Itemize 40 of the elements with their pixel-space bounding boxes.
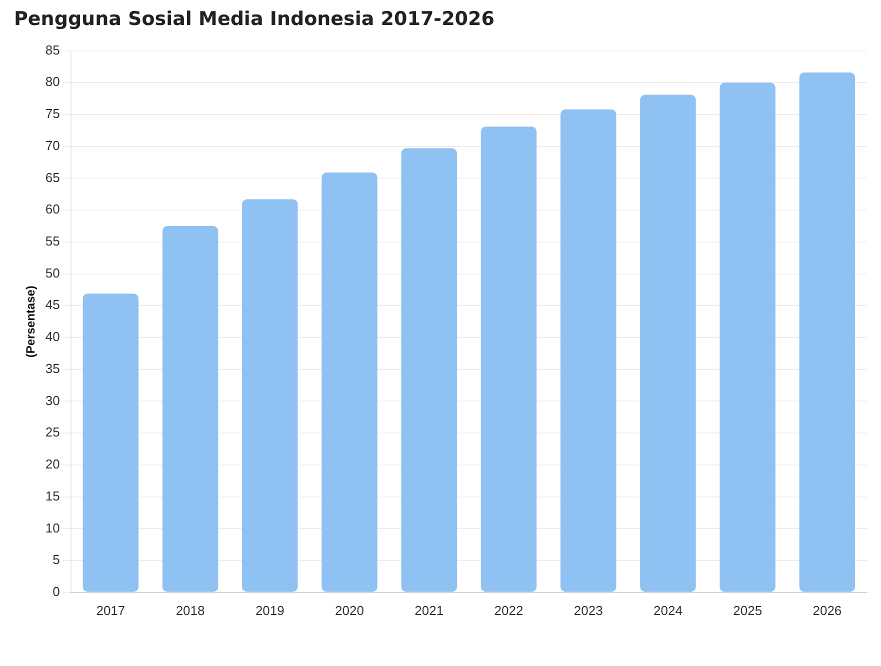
y-tick-label: 5	[52, 552, 60, 568]
y-tick-label: 50	[45, 265, 60, 280]
y-tick-label: 15	[45, 488, 60, 504]
bar	[640, 94, 696, 592]
x-tick-label: 2022	[494, 602, 524, 618]
y-tick-label: 65	[45, 170, 60, 185]
x-tick-label: 2026	[812, 602, 842, 618]
y-tick-label: 10	[45, 520, 60, 536]
bar	[82, 294, 139, 592]
y-tick-label: 40	[45, 329, 60, 344]
x-tick-label: 2018	[176, 602, 205, 618]
x-tick-label: 2020	[335, 602, 364, 618]
bar	[480, 126, 537, 592]
y-tick-label: 20	[45, 456, 60, 472]
y-tick-label: 35	[45, 360, 60, 376]
bar	[560, 109, 616, 592]
y-axis-title: (Persentase)	[24, 286, 38, 358]
y-tick-label: 70	[45, 138, 60, 153]
bar	[799, 72, 856, 592]
y-tick-label: 45	[45, 297, 60, 312]
bar	[720, 82, 776, 592]
y-tick-label: 60	[45, 202, 60, 217]
bar	[401, 148, 457, 592]
bar	[322, 172, 378, 592]
bar	[162, 226, 218, 592]
y-tick-label: 30	[45, 392, 60, 408]
x-tick-label: 2024	[654, 602, 682, 618]
y-tick-label: 80	[45, 74, 60, 90]
y-tick-label: 25	[45, 424, 60, 440]
y-tick-label: 75	[45, 106, 60, 122]
y-tick-label: 55	[45, 234, 60, 249]
y-tick-label: 0	[52, 584, 60, 599]
x-tick-label: 2025	[733, 602, 762, 618]
bar	[242, 199, 298, 592]
chart-title: Pengguna Sosial Media Indonesia 2017-2026	[14, 8, 494, 30]
x-tick-label: 2023	[574, 602, 603, 618]
x-tick-label: 2021	[414, 602, 444, 618]
x-tick-label: 2017	[96, 602, 126, 618]
x-tick-label: 2019	[255, 602, 284, 618]
y-tick-label: 85	[45, 42, 60, 58]
